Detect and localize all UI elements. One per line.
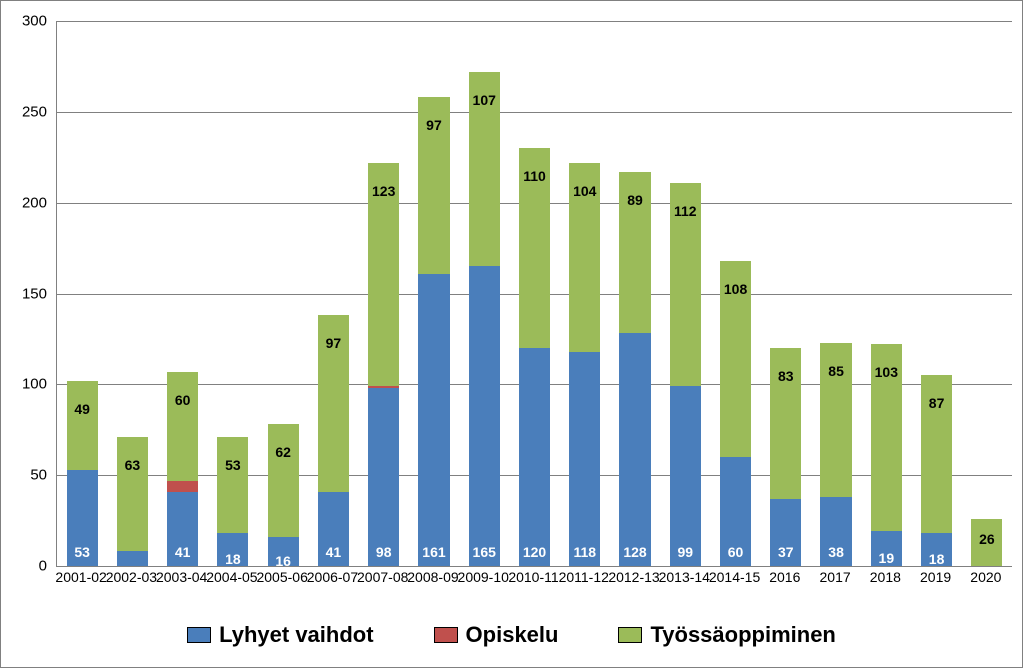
bar-segment-tyossa xyxy=(720,261,751,457)
legend-label: Lyhyet vaihdot xyxy=(219,622,373,648)
bar-segment-lyhyet xyxy=(921,533,952,566)
y-tick-label: 0 xyxy=(7,558,47,575)
x-tick-label: 2019 xyxy=(920,569,951,585)
bar-segment-tyossa xyxy=(820,343,851,497)
x-tick-label: 2002-03 xyxy=(106,569,157,585)
bar-segment-tyossa xyxy=(871,344,902,531)
bar-segment-lyhyet xyxy=(268,537,299,566)
x-tick-label: 2008-09 xyxy=(407,569,458,585)
bar-segment-tyossa xyxy=(167,372,198,481)
bar-segment-tyossa xyxy=(619,172,650,334)
bar-segment-tyossa xyxy=(67,381,98,470)
legend-label: Opiskelu xyxy=(466,622,559,648)
bar-segment-lyhyet xyxy=(117,551,148,566)
gridline xyxy=(57,21,1012,22)
bar-segment-tyossa xyxy=(971,519,1002,566)
x-tick-label: 2018 xyxy=(870,569,901,585)
bar-segment-lyhyet xyxy=(167,492,198,566)
x-tick-label: 2020 xyxy=(970,569,1001,585)
bar-segment-tyossa xyxy=(418,97,449,273)
bar-segment-lyhyet xyxy=(871,531,902,566)
plot-area: 5349863416601853166241979811231619716510… xyxy=(56,21,1012,567)
y-tick-label: 200 xyxy=(7,194,47,211)
bar-segment-tyossa xyxy=(469,72,500,266)
y-tick-label: 100 xyxy=(7,376,47,393)
bar-segment-tyossa xyxy=(519,148,550,348)
bar-segment-lyhyet xyxy=(318,492,349,566)
bar-segment-lyhyet xyxy=(820,497,851,566)
legend-label: Työssäoppiminen xyxy=(650,622,835,648)
bar-segment-lyhyet xyxy=(469,266,500,566)
x-tick-label: 2001-02 xyxy=(55,569,106,585)
x-tick-label: 2003-04 xyxy=(156,569,207,585)
bar-segment-lyhyet xyxy=(418,274,449,566)
bar-segment-lyhyet xyxy=(670,386,701,566)
y-tick-label: 250 xyxy=(7,103,47,120)
y-tick-label: 150 xyxy=(7,285,47,302)
x-tick-label: 2010-11 xyxy=(508,569,558,585)
legend-swatch xyxy=(187,627,211,643)
legend-item-lyhyet: Lyhyet vaihdot xyxy=(187,622,373,648)
legend-swatch xyxy=(618,627,642,643)
x-tick-label: 2012-13 xyxy=(608,569,659,585)
bar-segment-lyhyet xyxy=(720,457,751,566)
x-tick-label: 2016 xyxy=(769,569,800,585)
legend-swatch xyxy=(434,627,458,643)
bar-segment-tyossa xyxy=(770,348,801,499)
bar-segment-lyhyet xyxy=(217,533,248,566)
gridline xyxy=(57,112,1012,113)
bar-segment-tyossa xyxy=(117,437,148,551)
y-tick-label: 50 xyxy=(7,467,47,484)
x-tick-label: 2007-08 xyxy=(357,569,408,585)
bar-segment-opiskelu xyxy=(368,386,399,388)
y-tick-label: 300 xyxy=(7,13,47,30)
legend-item-tyossa: Työssäoppiminen xyxy=(618,622,835,648)
bar-segment-tyossa xyxy=(268,424,299,537)
x-tick-label: 2014-15 xyxy=(709,569,760,585)
bar-segment-tyossa xyxy=(318,315,349,491)
bar-segment-lyhyet xyxy=(67,470,98,566)
bar-segment-tyossa xyxy=(217,437,248,533)
bar-segment-lyhyet xyxy=(368,388,399,566)
x-tick-label: 2005-06 xyxy=(256,569,307,585)
x-tick-label: 2004-05 xyxy=(206,569,257,585)
bar-segment-lyhyet xyxy=(770,499,801,566)
x-tick-label: 2017 xyxy=(820,569,851,585)
bar-segment-opiskelu xyxy=(167,481,198,492)
legend: Lyhyet vaihdot Opiskelu Työssäoppiminen xyxy=(1,615,1022,655)
bar-segment-lyhyet xyxy=(519,348,550,566)
bar-segment-tyossa xyxy=(368,163,399,386)
bar-segment-lyhyet xyxy=(569,352,600,566)
bar-segment-lyhyet xyxy=(619,333,650,566)
x-tick-label: 2013-14 xyxy=(659,569,710,585)
x-tick-label: 2009-10 xyxy=(458,569,509,585)
bar-segment-tyossa xyxy=(569,163,600,352)
chart-container: 5349863416601853166241979811231619716510… xyxy=(0,0,1023,668)
bar-segment-tyossa xyxy=(670,183,701,386)
legend-item-opiskelu: Opiskelu xyxy=(434,622,559,648)
x-tick-label: 2006-07 xyxy=(307,569,358,585)
x-tick-label: 2011-12 xyxy=(559,569,609,585)
bar-segment-tyossa xyxy=(921,375,952,533)
